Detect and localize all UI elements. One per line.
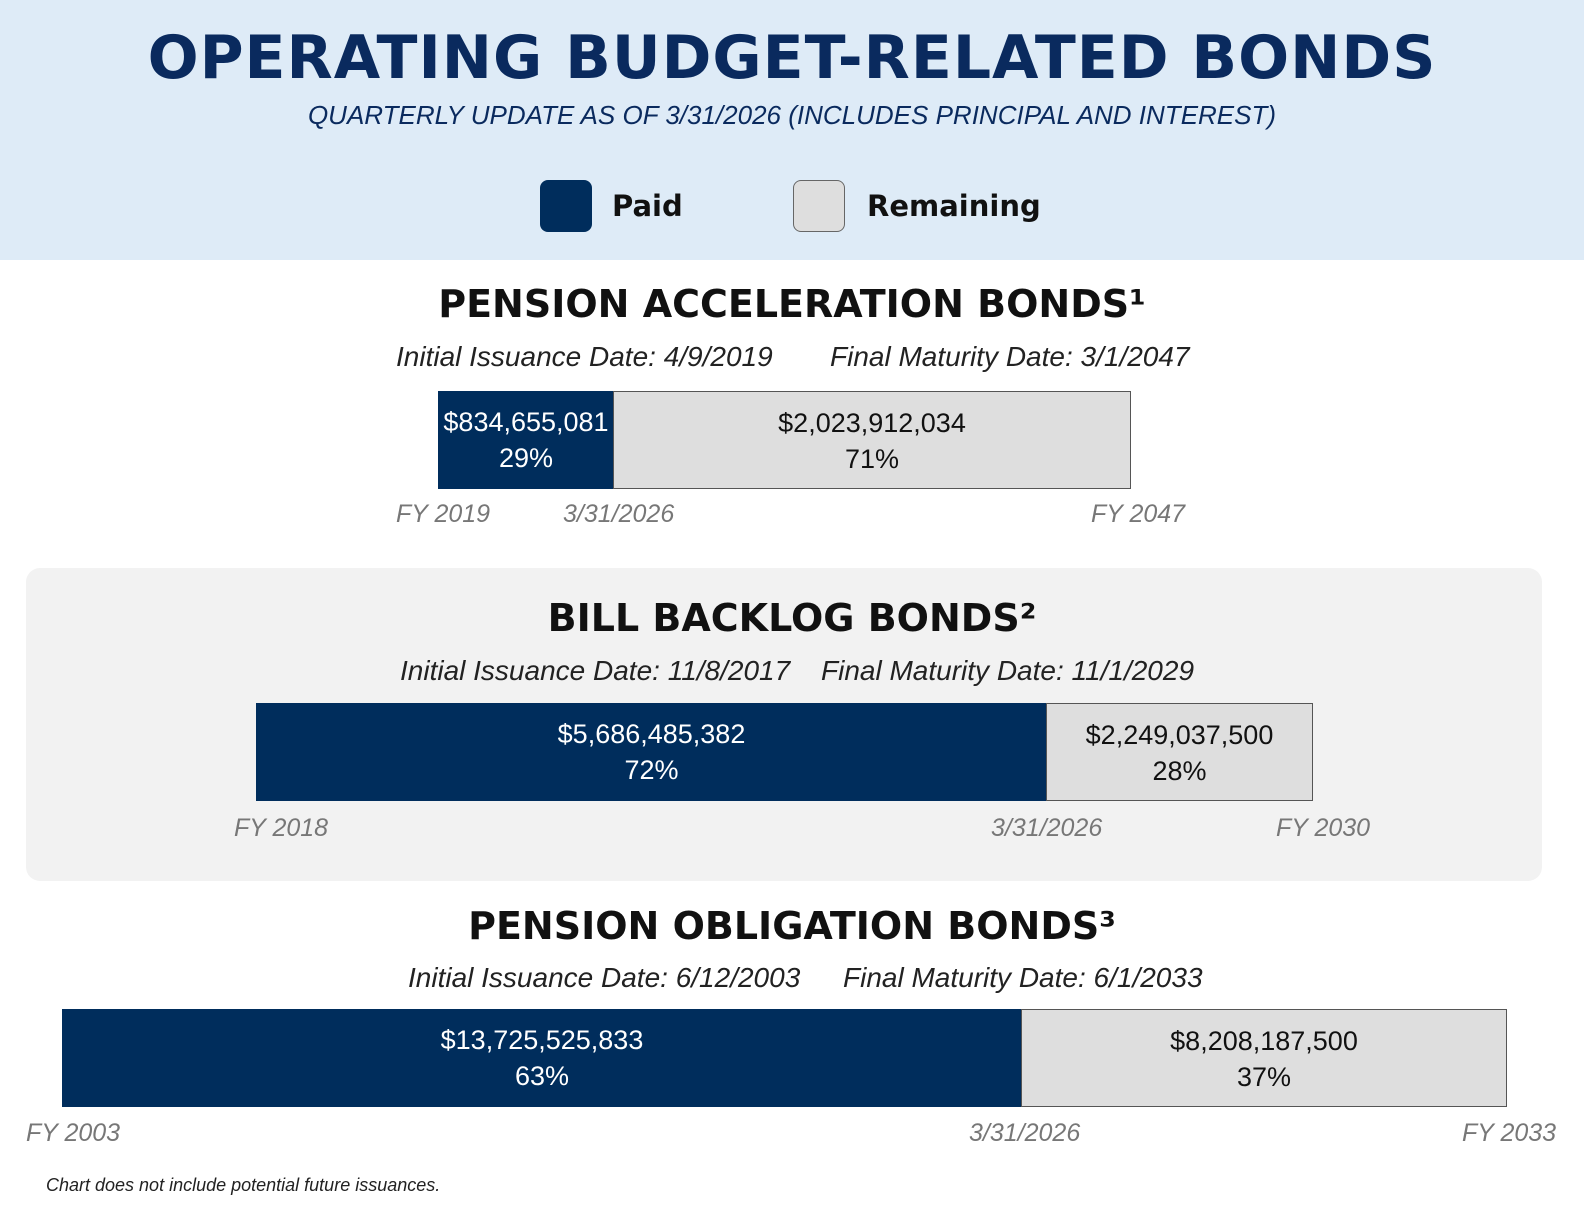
paid-percent: 63% <box>514 1061 570 1091</box>
footnote: Chart does not include potential future … <box>46 1175 441 1195</box>
axis-start-label: FY 2018 <box>234 814 329 842</box>
bond-title: PENSION ACCELERATION BONDS¹ <box>438 282 1146 326</box>
axis-end-label: FY 2030 <box>1276 814 1371 842</box>
remaining-amount: $8,208,187,500 <box>1170 1026 1358 1056</box>
paid-percent: 72% <box>624 755 679 785</box>
remaining-percent: 71% <box>844 444 900 474</box>
header-banner <box>0 0 1584 260</box>
axis-current-label: 3/31/2026 <box>563 500 675 528</box>
paid-percent: 29% <box>498 443 554 473</box>
axis-start-label: FY 2003 <box>26 1119 121 1147</box>
remaining-bar: $8,208,187,500 37% <box>1021 1009 1507 1107</box>
page-subtitle: QUARTERLY UPDATE AS OF 3/31/2026 (INCLUD… <box>307 100 1277 130</box>
remaining-amount: $2,249,037,500 <box>1085 720 1274 750</box>
axis-end-label: FY 2033 <box>1462 1119 1557 1147</box>
bond-title: PENSION OBLIGATION BONDS³ <box>468 904 1116 948</box>
paid-bar: $13,725,525,833 63% <box>62 1009 1022 1107</box>
remaining-amount: $2,023,912,034 <box>778 408 966 438</box>
legend-paid-swatch <box>540 180 592 232</box>
paid-bar: $5,686,485,382 72% <box>256 703 1047 801</box>
axis-current-label: 3/31/2026 <box>991 814 1103 842</box>
remaining-percent: 28% <box>1152 756 1207 786</box>
bond-title: BILL BACKLOG BONDS² <box>547 596 1037 640</box>
issuance-date: Initial Issuance Date: 11/8/2017 <box>400 655 791 686</box>
axis-current-label: 3/31/2026 <box>969 1119 1081 1147</box>
axis-end-label: FY 2047 <box>1091 500 1186 528</box>
maturity-date: Final Maturity Date: 6/1/2033 <box>843 962 1203 993</box>
maturity-date: Final Maturity Date: 3/1/2047 <box>830 341 1190 372</box>
axis-start-label: FY 2019 <box>396 500 491 528</box>
paid-amount: $13,725,525,833 <box>440 1025 644 1055</box>
legend-remaining-label: Remaining <box>867 189 1041 223</box>
remaining-bar: $2,249,037,500 28% <box>1046 703 1313 801</box>
paid-amount: $5,686,485,382 <box>557 719 746 749</box>
legend-remaining-swatch <box>793 180 845 232</box>
maturity-date: Final Maturity Date: 11/1/2029 <box>821 655 1195 686</box>
remaining-percent: 37% <box>1236 1062 1292 1092</box>
issuance-date: Initial Issuance Date: 4/9/2019 <box>396 341 773 372</box>
paid-amount: $834,655,081 <box>443 407 609 437</box>
remaining-bar: $2,023,912,034 71% <box>613 391 1131 489</box>
legend-paid-label: Paid <box>612 189 683 223</box>
issuance-date: Initial Issuance Date: 6/12/2003 <box>408 962 801 993</box>
page-title: OPERATING BUDGET-RELATED BONDS <box>147 23 1437 93</box>
paid-bar: $834,655,081 29% <box>438 391 614 489</box>
